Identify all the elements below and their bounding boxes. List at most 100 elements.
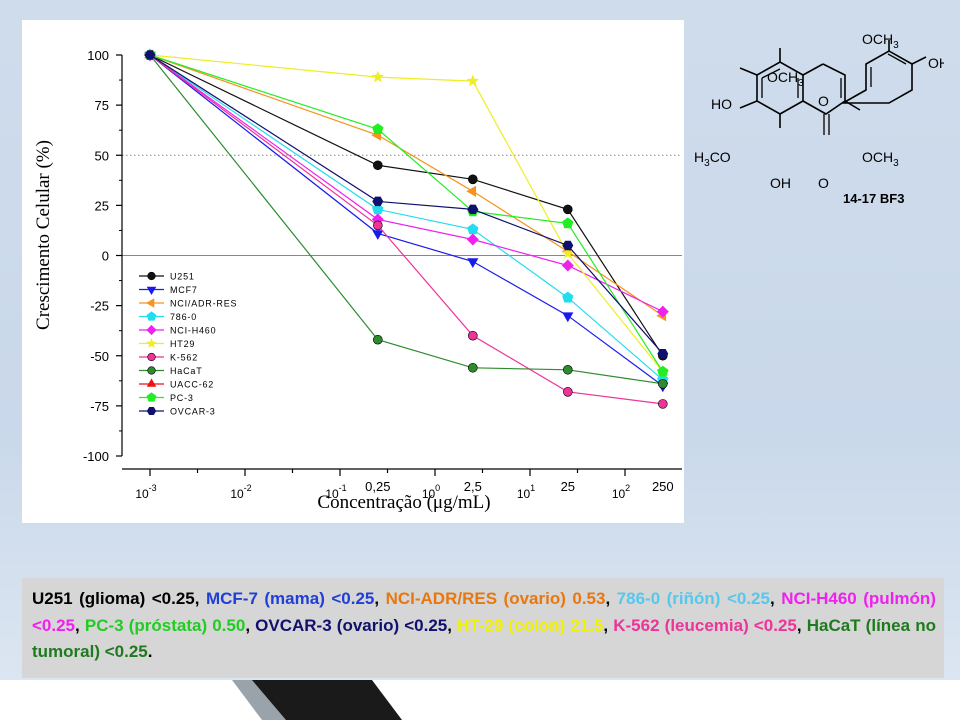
legend-entry: HT29 <box>139 338 194 349</box>
x-tick-label: 10-3 <box>135 483 156 501</box>
oh-bottom: OH <box>770 175 791 191</box>
legend-entry: HaCaT <box>139 366 202 376</box>
legend-entry: K-562 <box>139 353 198 363</box>
data-point <box>468 174 478 185</box>
caption-segment: , <box>75 615 85 635</box>
series-7 <box>145 50 668 389</box>
caption-segment: NCI-H460 (pulmón) <0.25 <box>32 589 936 635</box>
x-concentration-label: 250 <box>652 479 674 494</box>
caption-segment: MCF-7 (mama) <0.25 <box>205 589 375 608</box>
data-point <box>467 204 479 215</box>
data-point <box>372 230 384 240</box>
h3co-left: H3CO <box>694 149 731 169</box>
data-point <box>562 291 574 303</box>
x-tick-label: 102 <box>612 483 630 501</box>
data-point <box>466 233 479 246</box>
x-concentration-label: 25 <box>561 479 575 494</box>
caption-segment: , <box>245 615 256 635</box>
data-point <box>373 334 383 345</box>
caption-box: U251 (glioma) <0.25, MCF-7 (mama) <0.25,… <box>22 578 944 678</box>
data-point <box>466 185 477 197</box>
caption-segment: , <box>603 615 614 635</box>
arrow-body <box>252 680 402 720</box>
data-point <box>563 204 573 215</box>
data-point <box>561 259 574 272</box>
legend-marker <box>146 392 157 402</box>
legend-marker <box>146 311 157 321</box>
data-point <box>144 50 156 60</box>
legend-label: K-562 <box>170 353 198 363</box>
data-point <box>467 223 479 235</box>
x-tick-exponent: -3 <box>149 483 157 493</box>
caption-segment: , <box>769 589 782 608</box>
caption-segment: , <box>796 615 807 635</box>
x-tick-label: 10-2 <box>230 483 251 501</box>
och3-mid: OCH3 <box>767 69 804 89</box>
x-tick-base: 10 <box>135 487 149 501</box>
caption-segment: NCI-ADR/RES (ovario) 0.53 <box>385 589 606 608</box>
caption-segment: HT-29 (colon) 21.5 <box>457 615 604 635</box>
data-point <box>658 379 668 389</box>
series-9 <box>144 49 669 377</box>
legend-label: OVCAR-3 <box>170 407 216 417</box>
y-tick-label: -50 <box>90 349 109 364</box>
caption-segment: , <box>447 615 458 635</box>
legend-marker <box>147 366 156 375</box>
legend-marker <box>146 298 155 308</box>
y-tick-label: -100 <box>83 449 109 464</box>
y-tick-label: 25 <box>95 198 109 213</box>
y-tick-label: 50 <box>95 148 109 163</box>
data-point <box>468 362 478 373</box>
legend-marker <box>146 338 157 348</box>
x-tick-exponent: 0 <box>435 483 440 493</box>
y-tick-label: 75 <box>95 98 109 113</box>
chemical-structure: OCH3 OH OCH3 HO O H3CO OCH3 OH O 14-17 B… <box>690 20 949 215</box>
x-tick-label: 10-1 <box>325 483 346 501</box>
series-4 <box>144 49 669 318</box>
structure-labels: OCH3 OH OCH3 HO O H3CO OCH3 OH O <box>694 31 949 191</box>
data-point <box>562 312 574 323</box>
series-line <box>149 54 664 355</box>
structure-drawing: OCH3 OH OCH3 HO O H3CO OCH3 OH O 14-17 B… <box>694 31 949 206</box>
decorative-arrow <box>232 680 402 720</box>
legend-marker <box>146 378 157 387</box>
data-point <box>658 399 668 409</box>
legend-entry: PC-3 <box>139 392 193 403</box>
x-tick-label: 101 <box>517 483 535 501</box>
x-tick-exponent: 1 <box>530 483 535 493</box>
legend-marker <box>146 324 157 336</box>
data-point <box>372 203 384 215</box>
data-point <box>561 247 574 259</box>
data-point <box>657 365 669 377</box>
legend-marker <box>147 271 156 281</box>
structure-bonds <box>739 40 927 135</box>
legend-entry: NCI/ADR-RES <box>139 298 237 309</box>
data-point <box>656 305 669 318</box>
ho-left: HO <box>711 96 732 112</box>
legend-entry: MCF7 <box>139 285 197 295</box>
series-0 <box>145 50 668 361</box>
y-tick-label: 0 <box>102 249 109 264</box>
series-line <box>149 54 664 381</box>
series-6 <box>145 50 668 409</box>
x-tick-exponent: -1 <box>339 483 347 493</box>
series-3 <box>144 49 669 385</box>
caption-segment: OVCAR-3 (ovario) <0.25 <box>255 615 448 635</box>
series-5 <box>143 48 669 377</box>
y-tick-label: -25 <box>90 299 109 314</box>
legend-entry: UACC-62 <box>139 378 213 390</box>
x-axis-label: Concentração (μg/mL) <box>317 492 490 513</box>
caption-segment: HaCaT (línea no tumoral) <0.25 <box>32 615 936 662</box>
legend: U251 MCF7 NCI/ADR-RES 786-0 NCI-H460 HT29 K-56… <box>139 272 237 417</box>
caption-segment: , <box>605 589 617 608</box>
data-point <box>373 220 383 231</box>
data-point <box>372 123 384 134</box>
series-line <box>149 54 664 373</box>
x-tick-base: 10 <box>325 487 339 501</box>
och3-top: OCH3 <box>862 31 899 51</box>
compound-label: 14-17 BF3 <box>843 191 904 206</box>
caption-segment: 786-0 (riñón) <0.25 <box>616 589 770 608</box>
y-axis-label: Crescimento Celular (%) <box>33 140 54 330</box>
